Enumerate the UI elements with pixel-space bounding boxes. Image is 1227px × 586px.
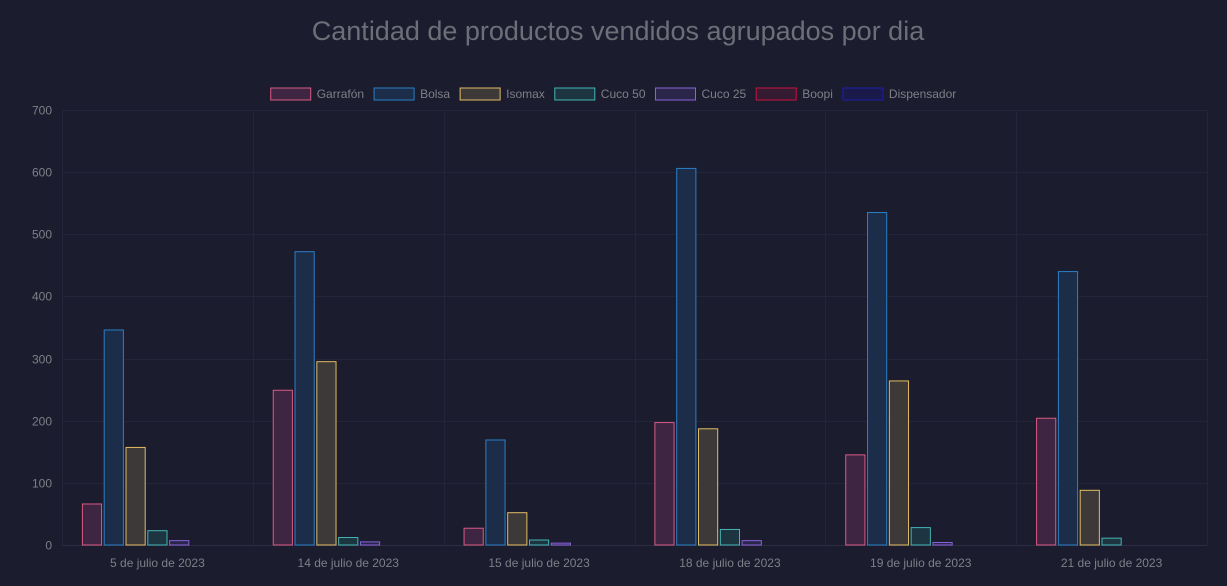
bar-isomax-4[interactable] xyxy=(888,380,910,546)
bar-isomax-2[interactable] xyxy=(507,512,528,546)
legend-label: Bolsa xyxy=(420,87,450,101)
legend-swatch xyxy=(270,87,312,101)
y-tick-label: 0 xyxy=(45,539,52,553)
chart-title: Cantidad de productos vendidos agrupados… xyxy=(312,16,925,46)
legend-swatch xyxy=(655,87,696,101)
grid xyxy=(62,110,1208,546)
bar-isomax-5[interactable] xyxy=(1079,489,1100,546)
y-tick-label: 300 xyxy=(32,353,52,367)
bar-garraf-n-5[interactable] xyxy=(1036,417,1057,546)
bar-bolsa-2[interactable] xyxy=(485,439,506,546)
y-tick-label: 600 xyxy=(32,166,52,180)
bar-bolsa-3[interactable] xyxy=(676,167,697,546)
x-tick-label: 15 de julio de 2023 xyxy=(488,556,590,570)
x-tick-label: 5 de julio de 2023 xyxy=(110,556,205,570)
bar-isomax-3[interactable] xyxy=(698,428,719,546)
y-tick-label: 400 xyxy=(32,290,52,304)
legend-item-isomax[interactable]: Isomax xyxy=(459,87,545,101)
bar-cuco-50-3[interactable] xyxy=(719,528,741,546)
x-tick-label: 21 de julio de 2023 xyxy=(1061,556,1163,570)
legend-label: Cuco 50 xyxy=(601,87,646,101)
bar-bolsa-1[interactable] xyxy=(294,251,315,546)
x-tick-label: 18 de julio de 2023 xyxy=(679,556,781,570)
bar-cuco-50-0[interactable] xyxy=(147,530,168,546)
bar-cuco-25-3[interactable] xyxy=(741,540,762,546)
legend-label: Cuco 25 xyxy=(702,87,747,101)
bar-cuco-25-2[interactable] xyxy=(550,542,571,546)
y-tick-label: 200 xyxy=(32,415,52,429)
bar-bolsa-5[interactable] xyxy=(1057,271,1079,546)
legend-swatch xyxy=(755,87,797,101)
bar-isomax-1[interactable] xyxy=(316,361,337,546)
legend-label: Garrafón xyxy=(317,87,364,101)
bars xyxy=(81,167,1122,546)
x-tick-label: 14 de julio de 2023 xyxy=(298,556,400,570)
y-tick-label: 100 xyxy=(32,477,52,491)
legend-item-dispensador[interactable]: Dispensador xyxy=(842,87,956,101)
y-tick-label: 700 xyxy=(32,104,52,118)
legend-swatch xyxy=(554,87,596,101)
legend-item-boopi[interactable]: Boopi xyxy=(755,87,833,101)
legend: Garrafón Bolsa Isomax Cuco 50 Cuco 25 Boopi Di… xyxy=(270,87,956,101)
legend-item-cuco-25[interactable]: Cuco 25 xyxy=(655,87,747,101)
bar-cuco-50-4[interactable] xyxy=(910,527,931,546)
legend-swatch xyxy=(373,87,415,101)
legend-item-cuco-50[interactable]: Cuco 50 xyxy=(554,87,646,101)
legend-item-garraf-n[interactable]: Garrafón xyxy=(270,87,364,101)
bar-bolsa-0[interactable] xyxy=(103,329,124,546)
legend-swatch xyxy=(459,87,501,101)
legend-item-bolsa[interactable]: Bolsa xyxy=(373,87,450,101)
bar-bolsa-4[interactable] xyxy=(867,212,888,546)
y-tick-label: 500 xyxy=(32,228,52,242)
legend-label: Boopi xyxy=(802,87,833,101)
bar-garraf-n-0[interactable] xyxy=(81,503,103,546)
x-tick-label: 19 de julio de 2023 xyxy=(870,556,972,570)
legend-swatch xyxy=(842,87,884,101)
y-axis: 0 100 200 300 400 500 600 700 xyxy=(32,104,52,553)
legend-label: Isomax xyxy=(506,87,545,101)
bar-isomax-0[interactable] xyxy=(125,446,146,546)
bar-cuco-25-1[interactable] xyxy=(359,541,381,546)
legend-label: Dispensador xyxy=(889,87,956,101)
bar-garraf-n-3[interactable] xyxy=(654,422,675,546)
bar-cuco-25-0[interactable] xyxy=(169,540,190,546)
bar-garraf-n-1[interactable] xyxy=(272,389,293,546)
bar-cuco-50-2[interactable] xyxy=(528,539,550,546)
bar-garraf-n-2[interactable] xyxy=(463,527,484,546)
bar-cuco-50-5[interactable] xyxy=(1101,537,1122,546)
bar-garraf-n-4[interactable] xyxy=(845,454,866,546)
bar-cuco-25-4[interactable] xyxy=(932,542,953,546)
x-axis: 5 de julio de 2023 14 de julio de 2023 15 … xyxy=(110,556,1163,570)
bar-cuco-50-1[interactable] xyxy=(338,537,359,546)
